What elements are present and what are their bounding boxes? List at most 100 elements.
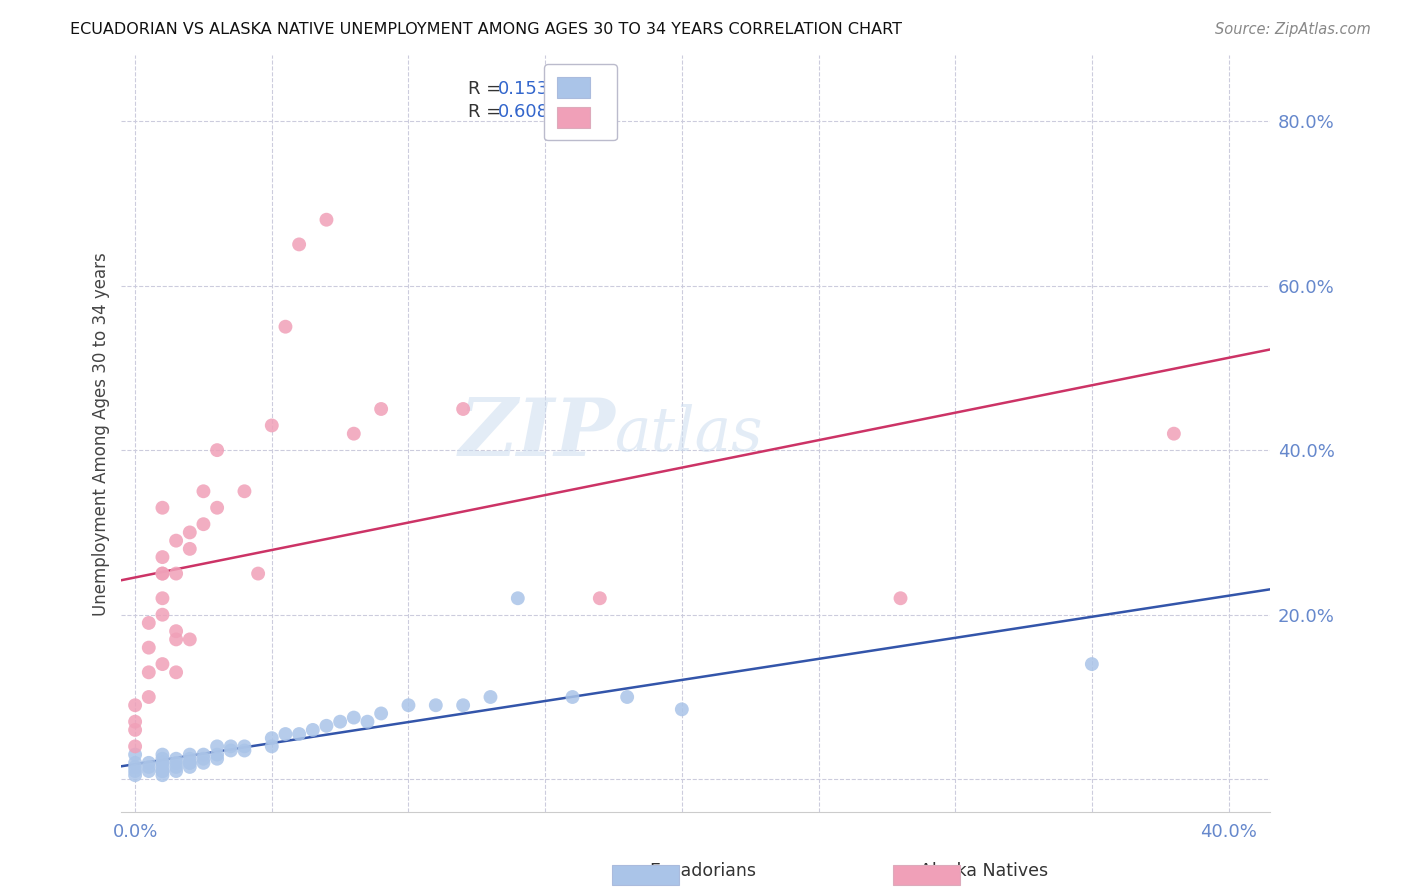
Point bbox=[124, 698, 146, 713]
Point bbox=[165, 764, 187, 778]
Point bbox=[671, 702, 693, 716]
Point bbox=[179, 525, 201, 540]
Point bbox=[889, 591, 911, 606]
Point bbox=[152, 760, 174, 774]
Point bbox=[152, 500, 174, 515]
Point bbox=[219, 743, 242, 757]
Point bbox=[260, 418, 283, 433]
Point bbox=[165, 760, 187, 774]
Point bbox=[152, 756, 174, 770]
Point bbox=[165, 665, 187, 680]
Point bbox=[370, 706, 392, 721]
Point bbox=[589, 591, 612, 606]
Point bbox=[124, 739, 146, 754]
Point bbox=[179, 752, 201, 766]
Point bbox=[152, 764, 174, 778]
Point bbox=[138, 760, 160, 774]
Point bbox=[165, 533, 187, 548]
Text: R =: R = bbox=[468, 103, 508, 121]
Point bbox=[179, 756, 201, 770]
Point bbox=[124, 760, 146, 774]
Point bbox=[356, 714, 378, 729]
Point bbox=[179, 747, 201, 762]
Point bbox=[124, 768, 146, 782]
Text: 0.153: 0.153 bbox=[498, 80, 550, 98]
Point bbox=[315, 719, 337, 733]
Text: atlas: atlas bbox=[616, 404, 763, 464]
Point bbox=[288, 237, 311, 252]
Point bbox=[152, 752, 174, 766]
Text: Alaska Natives: Alaska Natives bbox=[920, 862, 1049, 880]
Point bbox=[1081, 657, 1104, 671]
Point bbox=[219, 739, 242, 754]
Point bbox=[301, 723, 323, 737]
Point bbox=[315, 212, 337, 227]
Point bbox=[329, 714, 352, 729]
Point bbox=[138, 665, 160, 680]
Point bbox=[124, 723, 146, 737]
Point bbox=[165, 756, 187, 770]
Point bbox=[165, 624, 187, 639]
Point bbox=[165, 632, 187, 647]
Point bbox=[451, 402, 474, 417]
Point bbox=[1163, 426, 1185, 441]
Text: 54: 54 bbox=[572, 80, 596, 98]
Point bbox=[138, 756, 160, 770]
Point bbox=[152, 566, 174, 581]
Point bbox=[152, 591, 174, 606]
Point bbox=[124, 747, 146, 762]
Text: ZIP: ZIP bbox=[458, 395, 616, 473]
Point bbox=[193, 747, 215, 762]
Point bbox=[233, 739, 256, 754]
Point bbox=[561, 690, 583, 704]
Point bbox=[124, 714, 146, 729]
Point bbox=[205, 752, 228, 766]
Point bbox=[193, 517, 215, 532]
Point bbox=[205, 443, 228, 458]
Point bbox=[152, 756, 174, 770]
Point bbox=[152, 566, 174, 581]
Point bbox=[124, 764, 146, 778]
Point bbox=[451, 698, 474, 713]
Point bbox=[506, 591, 529, 606]
Text: 0.608: 0.608 bbox=[498, 103, 548, 121]
Text: ECUADORIAN VS ALASKA NATIVE UNEMPLOYMENT AMONG AGES 30 TO 34 YEARS CORRELATION C: ECUADORIAN VS ALASKA NATIVE UNEMPLOYMENT… bbox=[70, 22, 903, 37]
Point bbox=[616, 690, 638, 704]
Point bbox=[165, 752, 187, 766]
Point bbox=[179, 541, 201, 556]
Point bbox=[398, 698, 420, 713]
Point bbox=[179, 756, 201, 770]
Point bbox=[179, 760, 201, 774]
Text: N =: N = bbox=[540, 80, 592, 98]
Point bbox=[152, 768, 174, 782]
Point bbox=[274, 727, 297, 741]
Point bbox=[193, 756, 215, 770]
Point bbox=[165, 566, 187, 581]
Y-axis label: Unemployment Among Ages 30 to 34 years: Unemployment Among Ages 30 to 34 years bbox=[93, 252, 110, 615]
Point bbox=[370, 402, 392, 417]
Point bbox=[152, 550, 174, 565]
Point bbox=[343, 710, 366, 724]
Point bbox=[479, 690, 502, 704]
Point bbox=[205, 500, 228, 515]
Point bbox=[138, 615, 160, 630]
Text: R =: R = bbox=[468, 80, 508, 98]
Point bbox=[205, 747, 228, 762]
Point bbox=[343, 426, 366, 441]
Point bbox=[138, 640, 160, 655]
Point bbox=[138, 764, 160, 778]
Point bbox=[152, 747, 174, 762]
Point bbox=[152, 607, 174, 622]
Point bbox=[205, 739, 228, 754]
Text: 39: 39 bbox=[572, 103, 596, 121]
Point bbox=[152, 657, 174, 671]
Point bbox=[274, 319, 297, 334]
Point bbox=[193, 484, 215, 499]
Legend:  ,  : , bbox=[544, 64, 617, 140]
Point bbox=[247, 566, 270, 581]
Point bbox=[233, 743, 256, 757]
Point bbox=[425, 698, 447, 713]
Point bbox=[124, 756, 146, 770]
Point bbox=[260, 731, 283, 746]
Text: Ecuadorians: Ecuadorians bbox=[650, 862, 756, 880]
